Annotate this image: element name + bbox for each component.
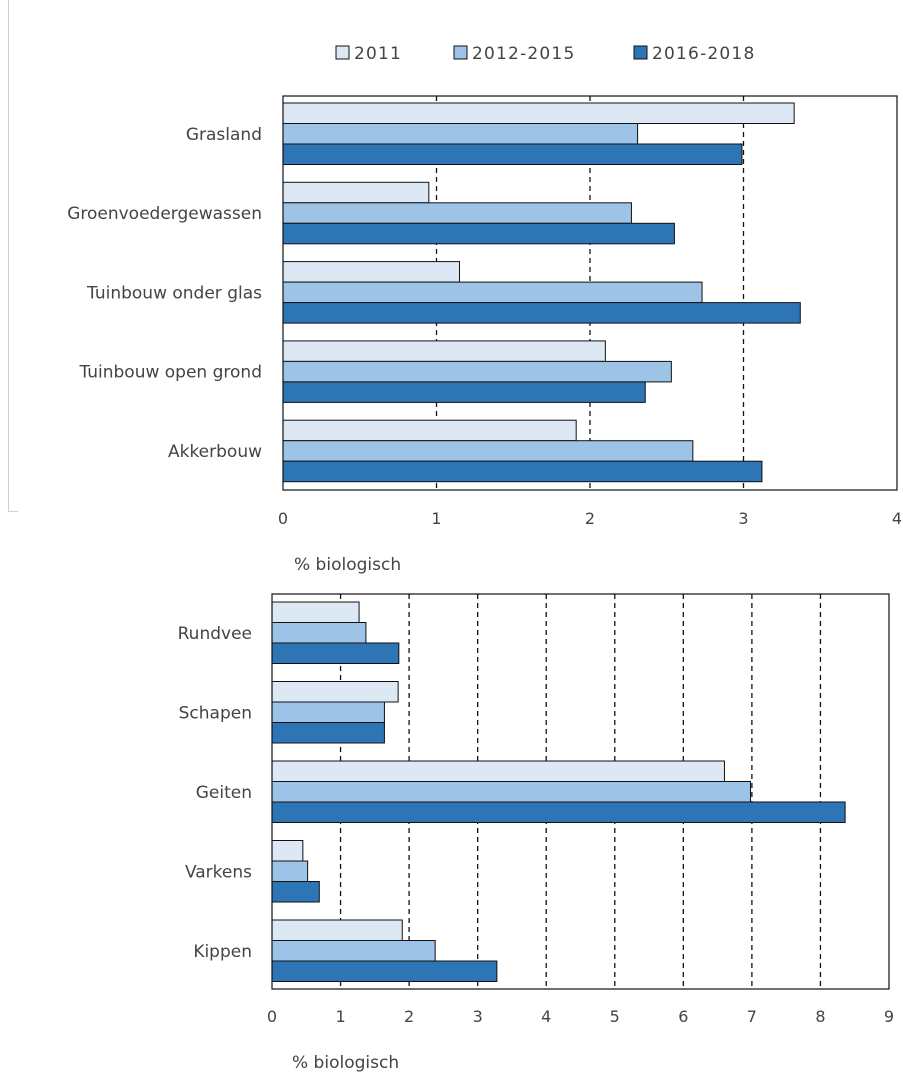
category-label-geiten: Geiten xyxy=(196,783,252,803)
bar-schapen-2012-2015 xyxy=(271,701,385,723)
category-label-rundvee: Rundvee xyxy=(178,624,252,644)
bar-varkens-2016-2018 xyxy=(271,881,320,903)
bar-akkerbouw-2012-2015 xyxy=(282,440,694,462)
legend-label-2016-2018: 2016-2018 xyxy=(652,44,755,64)
category-label-tuinbouw-open-grond: Tuinbouw open grond xyxy=(78,363,262,383)
x-axis-label: % biologisch xyxy=(292,1053,399,1073)
legend-label-2012-2015: 2012-2015 xyxy=(472,44,575,64)
x-tick-label-4: 4 xyxy=(892,509,902,528)
bar-grasland-2016-2018 xyxy=(282,143,743,165)
legend-swatch-2011 xyxy=(335,45,350,60)
x-tick-label-0: 0 xyxy=(267,1007,277,1026)
category-label-kippen: Kippen xyxy=(193,942,252,962)
category-label-akkerbouw: Akkerbouw xyxy=(168,442,262,462)
x-tick-label-1: 1 xyxy=(431,509,441,528)
x-tick-label-1: 1 xyxy=(335,1007,345,1026)
category-label-grasland: Grasland xyxy=(186,125,262,145)
bar-tuinbouw-open-grond-2016-2018 xyxy=(282,381,646,403)
plot-frame xyxy=(282,95,898,491)
x-tick-label-4: 4 xyxy=(541,1007,551,1026)
x-tick-label-2: 2 xyxy=(404,1007,414,1026)
category-label-tuinbouw-onder-glas: Tuinbouw onder glas xyxy=(86,283,262,303)
bar-varkens-2011 xyxy=(271,840,304,862)
bar-kippen-2011 xyxy=(271,919,403,941)
frame-border-line xyxy=(8,0,9,512)
bar-tuinbouw-onder-glas-2016-2018 xyxy=(282,302,801,324)
x-tick-label-8: 8 xyxy=(815,1007,825,1026)
bar-tuinbouw-onder-glas-2012-2015 xyxy=(282,281,703,304)
bar-geiten-2012-2015 xyxy=(271,781,752,803)
legend: 2011 2012-2015 2016-2018 xyxy=(335,44,755,64)
x-tick-label-5: 5 xyxy=(610,1007,620,1026)
bar-groenvoedergewassen-2012-2015 xyxy=(282,202,632,224)
bar-akkerbouw-2016-2018 xyxy=(282,460,763,483)
x-tick-label-9: 9 xyxy=(884,1007,894,1026)
bar-rundvee-2011 xyxy=(271,601,360,623)
x-tick-label-7: 7 xyxy=(747,1007,757,1026)
x-tick-label-3: 3 xyxy=(738,509,748,528)
x-tick-label-3: 3 xyxy=(473,1007,483,1026)
bar-schapen-2016-2018 xyxy=(271,722,385,744)
x-tick-label-0: 0 xyxy=(278,509,288,528)
bar-schapen-2011 xyxy=(271,681,399,703)
bar-rundvee-2016-2018 xyxy=(271,642,400,664)
legend-label-2011: 2011 xyxy=(354,44,402,64)
category-label-groenvoedergewassen: Groenvoedergewassen xyxy=(67,204,262,224)
bar-kippen-2012-2015 xyxy=(271,940,436,962)
category-label-schapen: Schapen xyxy=(179,703,252,723)
plot-frame xyxy=(271,593,890,990)
chart-crops: Grasland Groenvoedergewassen Tuinbouw onde… xyxy=(67,95,902,575)
x-tick-label-2: 2 xyxy=(585,509,595,528)
x-axis-label: % biologisch xyxy=(294,555,401,575)
bar-akkerbouw-2011 xyxy=(282,419,577,442)
bar-groenvoedergewassen-2011 xyxy=(282,181,430,204)
legend-swatch-2016-2018 xyxy=(633,45,648,60)
bar-geiten-2016-2018 xyxy=(271,801,846,823)
bar-grasland-2012-2015 xyxy=(282,123,639,145)
bar-tuinbouw-onder-glas-2011 xyxy=(282,261,461,283)
bar-geiten-2011 xyxy=(271,760,725,782)
bar-kippen-2016-2018 xyxy=(271,960,498,982)
bar-varkens-2012-2015 xyxy=(271,860,309,882)
bar-groenvoedergewassen-2016-2018 xyxy=(282,222,675,245)
bar-grasland-2011 xyxy=(282,102,795,124)
bar-tuinbouw-open-grond-2011 xyxy=(282,340,606,362)
legend-swatch-2012-2015 xyxy=(453,45,468,60)
category-label-varkens: Varkens xyxy=(185,862,252,882)
bar-tuinbouw-open-grond-2012-2015 xyxy=(282,360,672,383)
x-tick-label-6: 6 xyxy=(678,1007,688,1026)
frame-border-tick xyxy=(8,511,18,512)
bar-rundvee-2012-2015 xyxy=(271,622,367,644)
chart-livestock: Rundvee Schapen Geiten Varkens Kippen 0 1 2 3 4 5 6… xyxy=(178,593,894,1073)
